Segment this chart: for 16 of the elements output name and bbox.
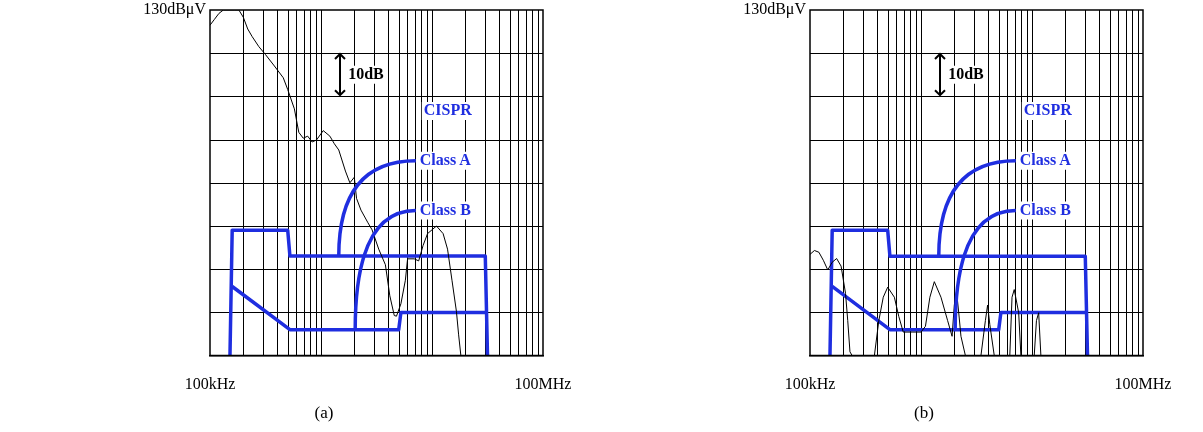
text: Class A [419,150,472,168]
text: 130dBμV [743,0,807,19]
text: Class A [1019,150,1072,168]
text: CISPR [1023,101,1073,119]
x-tick-label: 100kHz [784,375,836,393]
x-tick-label: 100MHz [1114,375,1172,393]
annotation: CISPR [423,101,473,119]
text: Class B [419,200,472,218]
x-tick-label: 100MHz [514,375,572,393]
text: Class B [1019,200,1072,218]
x-tick-label: 100kHz [184,375,236,393]
annotation: 10dB [348,64,385,82]
text: (b) [914,403,934,423]
text: 10dB [948,64,985,82]
text: 130dBμV [143,0,207,19]
text: (a) [314,403,334,423]
